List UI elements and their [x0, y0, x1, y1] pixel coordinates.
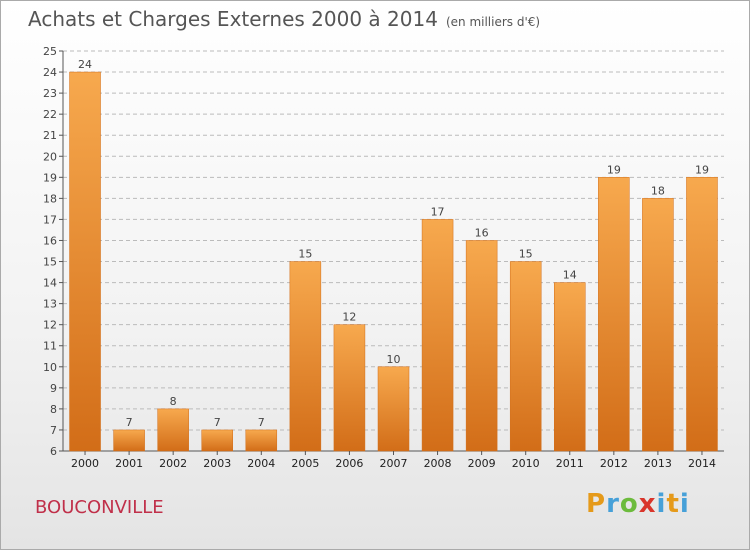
- bar: [598, 177, 630, 452]
- logo-letter: i: [656, 489, 667, 519]
- bar: [554, 282, 586, 452]
- y-tick-label: 25: [43, 45, 57, 58]
- x-tick-label: 2003: [203, 457, 231, 470]
- y-tick-label: 8: [50, 403, 57, 416]
- y-tick-label: 11: [43, 340, 57, 353]
- y-tick-label: 18: [43, 192, 57, 205]
- y-tick-label: 15: [43, 256, 57, 269]
- data-label: 24: [78, 58, 92, 71]
- proxiti-logo: Proxiti: [586, 489, 690, 519]
- x-tick-label: 2012: [600, 457, 628, 470]
- logo-letter: r: [606, 489, 620, 519]
- bar: [377, 366, 410, 452]
- y-tick-label: 16: [43, 234, 57, 247]
- x-tick-label: 2010: [512, 457, 540, 470]
- y-tick-label: 22: [43, 108, 57, 121]
- bar: [465, 240, 498, 452]
- x-tick-label: 2013: [644, 457, 672, 470]
- y-tick-label: 12: [43, 319, 57, 332]
- chart-title-text: Achats et Charges Externes 2000 à 2014: [28, 7, 438, 31]
- data-label: 19: [607, 163, 621, 176]
- data-label: 15: [298, 248, 312, 261]
- bar: [421, 219, 454, 452]
- logo-letter: o: [619, 489, 639, 519]
- bar: [245, 429, 278, 452]
- y-tick-label: 20: [43, 150, 57, 163]
- bar: [201, 429, 233, 452]
- data-label: 15: [519, 248, 533, 261]
- y-tick-label: 19: [43, 171, 57, 184]
- data-label: 8: [170, 395, 177, 408]
- y-tick-label: 24: [43, 66, 57, 79]
- y-tick-label: 17: [43, 213, 57, 226]
- chart-subtitle: (en milliers d'€): [445, 15, 541, 29]
- x-tick-label: 2014: [688, 457, 716, 470]
- x-tick-label: 2009: [468, 457, 496, 470]
- x-tick-label: 2002: [159, 457, 187, 470]
- x-tick-label: 2005: [291, 457, 319, 470]
- data-label: 18: [651, 184, 665, 197]
- y-tick-label: 21: [43, 129, 57, 142]
- bar: [113, 429, 145, 452]
- data-label: 17: [431, 205, 445, 218]
- x-tick-label: 2004: [247, 457, 275, 470]
- bar: [642, 198, 674, 452]
- logo-letter: P: [586, 489, 607, 519]
- data-label: 7: [214, 416, 221, 429]
- bar: [509, 261, 542, 452]
- data-label: 19: [695, 163, 709, 176]
- x-tick-label: 2011: [556, 457, 584, 470]
- y-tick-label: 14: [43, 277, 57, 290]
- y-tick-label: 13: [43, 298, 57, 311]
- town-name: BOUCONVILLE: [35, 497, 164, 518]
- x-tick-label: 2007: [380, 457, 408, 470]
- data-label: 14: [563, 269, 577, 282]
- data-label: 7: [258, 416, 265, 429]
- data-label: 7: [126, 416, 133, 429]
- bar: [686, 177, 718, 452]
- y-tick-label: 7: [50, 424, 57, 437]
- bar: [289, 261, 322, 452]
- bar: [69, 71, 101, 452]
- y-tick-label: 10: [43, 361, 57, 374]
- logo-letter: i: [679, 489, 690, 519]
- x-tick-label: 2000: [71, 457, 99, 470]
- bar: [157, 408, 189, 452]
- logo-letter: t: [666, 489, 680, 519]
- logo-letter: x: [638, 489, 657, 519]
- chart-title: Achats et Charges Externes 2000 à 2014 (e…: [28, 7, 540, 31]
- data-label: 10: [387, 353, 401, 366]
- x-tick-label: 2008: [424, 457, 452, 470]
- y-tick-label: 9: [50, 382, 57, 395]
- data-label: 16: [475, 226, 489, 239]
- y-tick-label: 6: [50, 445, 57, 458]
- x-tick-label: 2006: [335, 457, 363, 470]
- y-tick-label: 23: [43, 87, 57, 100]
- bar: [333, 324, 366, 452]
- data-label: 12: [342, 311, 356, 324]
- x-tick-label: 2001: [115, 457, 143, 470]
